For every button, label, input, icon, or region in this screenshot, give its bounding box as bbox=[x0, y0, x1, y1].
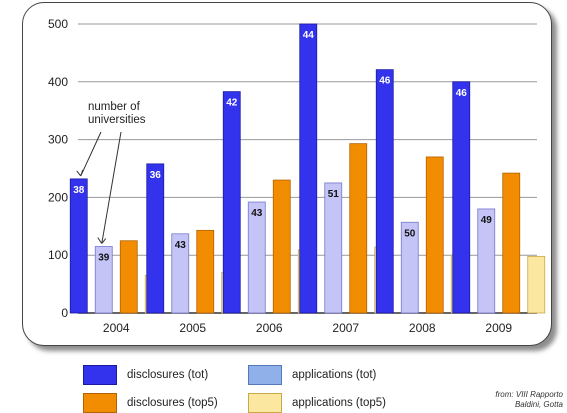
y-tick-label: 400 bbox=[48, 75, 68, 89]
y-tick-label: 100 bbox=[48, 248, 68, 262]
legend-swatch bbox=[83, 365, 117, 385]
source-note: from: VIII Rapporto Baldini, Gotta bbox=[473, 390, 563, 410]
legend-swatch bbox=[248, 365, 282, 385]
y-tick-label: 200 bbox=[48, 190, 68, 204]
annotation-arrow bbox=[101, 131, 122, 244]
legend-label: disclosures (tot) bbox=[127, 369, 209, 381]
x-tick-label: 2009 bbox=[485, 321, 512, 335]
annotation-arrowhead bbox=[97, 237, 107, 244]
x-tick-label: 2008 bbox=[409, 321, 436, 335]
bar bbox=[349, 143, 368, 314]
bar bbox=[299, 23, 318, 314]
legend-label: applications (tot) bbox=[292, 369, 377, 381]
annotation-arrowhead bbox=[76, 169, 84, 177]
annotation-text: number of bbox=[88, 101, 141, 113]
bar bbox=[400, 221, 419, 314]
bar-chart: 0 100 200 300 400 500 38 39 2004 36 43 2005 42 43 2006… bbox=[48, 17, 546, 335]
legend-item-applications-top5: applications (top5) bbox=[248, 393, 386, 413]
bar-data-label: 42 bbox=[226, 98, 238, 109]
bar-data-label: 43 bbox=[175, 240, 187, 251]
bar bbox=[502, 172, 521, 314]
y-tick-label: 0 bbox=[61, 306, 68, 320]
bar bbox=[452, 81, 471, 314]
bar-data-label: 38 bbox=[73, 185, 85, 196]
legend-swatch bbox=[83, 393, 117, 413]
x-tick-label: 2006 bbox=[256, 321, 283, 335]
y-tick-label: 300 bbox=[48, 133, 68, 147]
bar-data-label: 46 bbox=[379, 76, 391, 87]
bar bbox=[272, 179, 291, 314]
annotation-arrow bbox=[80, 131, 102, 177]
bar-data-label: 50 bbox=[404, 228, 416, 239]
source-note-line: from: VIII Rapporto bbox=[495, 390, 563, 399]
bar bbox=[146, 163, 165, 314]
bar bbox=[375, 69, 394, 314]
bar bbox=[324, 182, 343, 314]
legend-item-disclosures-tot: disclosures (tot) bbox=[83, 365, 208, 385]
bar bbox=[477, 208, 496, 314]
legend-label: disclosures (top5) bbox=[127, 397, 218, 409]
x-tick-label: 2005 bbox=[179, 321, 206, 335]
bar bbox=[119, 240, 138, 314]
bar bbox=[425, 156, 444, 314]
bar bbox=[171, 233, 190, 314]
bar-data-label: 36 bbox=[150, 170, 162, 181]
bar-data-label: 51 bbox=[328, 189, 340, 200]
bar-data-label: 39 bbox=[98, 253, 110, 264]
bar bbox=[527, 255, 546, 314]
legend-label: applications (top5) bbox=[292, 397, 386, 409]
bar bbox=[69, 178, 88, 314]
bar-data-label: 44 bbox=[303, 30, 315, 41]
y-tick-label: 500 bbox=[48, 17, 68, 31]
legend-swatch bbox=[248, 393, 282, 413]
source-note-line: Baldini, Gotta bbox=[514, 400, 563, 409]
bar bbox=[247, 201, 266, 314]
bar-data-label: 46 bbox=[456, 88, 468, 99]
annotation-text: universities bbox=[88, 114, 146, 126]
x-tick-label: 2007 bbox=[332, 321, 359, 335]
bar bbox=[94, 246, 113, 314]
bar-data-label: 43 bbox=[251, 208, 263, 219]
bar bbox=[196, 229, 215, 314]
x-tick-label: 2004 bbox=[103, 321, 130, 335]
legend-item-disclosures-top5: disclosures (top5) bbox=[83, 393, 218, 413]
bar bbox=[222, 91, 241, 314]
legend-item-applications-tot: applications (tot) bbox=[248, 365, 376, 385]
bar-data-label: 49 bbox=[481, 215, 493, 226]
